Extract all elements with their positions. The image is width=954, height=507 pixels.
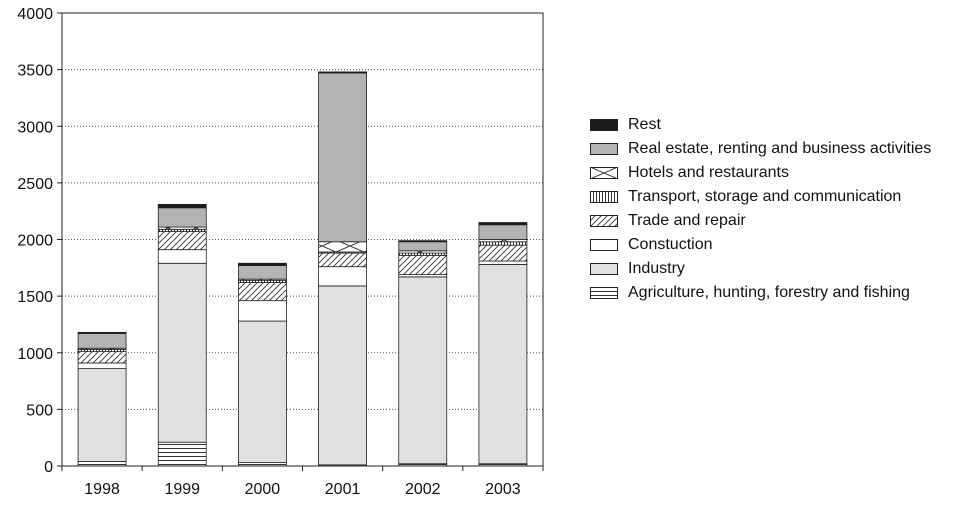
x-tick-label: 2001 bbox=[325, 481, 361, 498]
bar-segment bbox=[478, 224, 528, 240]
legend-swatch bbox=[590, 167, 618, 179]
y-tick-label: 3000 bbox=[17, 119, 53, 136]
legend-label: Rest bbox=[628, 116, 661, 133]
bar-segment bbox=[318, 241, 367, 253]
y-tick-label: 1500 bbox=[17, 289, 53, 306]
legend-label: Trade and repair bbox=[628, 212, 746, 229]
bar-segment bbox=[478, 222, 528, 226]
bar-segment bbox=[77, 333, 127, 349]
bar-segment bbox=[77, 331, 127, 334]
bar-segment bbox=[238, 320, 287, 464]
x-tick-label: 2000 bbox=[245, 481, 281, 498]
bar-segment bbox=[157, 249, 207, 264]
y-tick-label: 2500 bbox=[17, 176, 53, 193]
bar-segment bbox=[238, 462, 287, 467]
legend-label: Industry bbox=[628, 260, 685, 277]
bar-segment bbox=[478, 244, 528, 262]
bar-segment bbox=[398, 240, 448, 243]
bar-segment bbox=[318, 285, 367, 466]
legend-swatch bbox=[590, 191, 618, 203]
legend-label: Real estate, renting and business activi… bbox=[628, 140, 932, 157]
legend-swatch bbox=[590, 263, 618, 275]
bar-segment bbox=[77, 461, 127, 467]
bar-segment bbox=[238, 265, 287, 280]
x-tick-label: 1998 bbox=[84, 481, 120, 498]
bar-segment bbox=[318, 71, 367, 74]
y-tick-label: 4000 bbox=[17, 6, 53, 23]
bar-segment bbox=[157, 207, 207, 228]
legend-item: Hotels and restaurants bbox=[590, 164, 954, 182]
axes: 1998 1999 2000 2001 2002 2003 0 500 1000 1500 2000… bbox=[17, 6, 544, 498]
bar-segment bbox=[238, 282, 287, 302]
bar-segment bbox=[478, 264, 528, 465]
bar-stack-2001 bbox=[318, 71, 367, 467]
legend-item: Industry bbox=[590, 260, 954, 278]
bar-segment bbox=[398, 241, 448, 252]
bar-segment bbox=[478, 241, 528, 246]
legend-label: Transport, storage and communication bbox=[628, 188, 902, 205]
legend-swatch bbox=[590, 119, 618, 131]
gridlines bbox=[62, 12, 543, 410]
bar-segment bbox=[157, 441, 207, 467]
bar-segment bbox=[398, 254, 448, 276]
legend-label: Constuction bbox=[628, 236, 713, 253]
legend-item: Rest bbox=[590, 116, 954, 134]
bar-segment bbox=[318, 252, 367, 268]
bar-segment bbox=[318, 72, 367, 243]
y-tick-label: 1000 bbox=[17, 346, 53, 363]
bar-stack-2003 bbox=[478, 222, 528, 467]
legend-item: Agriculture, hunting, forestry and fishi… bbox=[590, 284, 954, 302]
bar-segment bbox=[77, 351, 127, 364]
bars bbox=[77, 71, 528, 467]
legend-item: Real estate, renting and business activi… bbox=[590, 140, 954, 158]
bar-segment bbox=[398, 276, 448, 465]
legend-item: Transport, storage and communication bbox=[590, 188, 954, 206]
bar-segment bbox=[318, 266, 367, 287]
y-tick-label: 500 bbox=[26, 402, 53, 419]
bar-segment bbox=[238, 262, 287, 266]
legend-item: Trade and repair bbox=[590, 212, 954, 230]
bar-segment bbox=[77, 368, 127, 462]
legend-swatch bbox=[590, 215, 618, 227]
bar-stack-1998 bbox=[77, 331, 127, 467]
x-tick-label: 2003 bbox=[485, 481, 521, 498]
legend-item: Constuction bbox=[590, 236, 954, 254]
bar-segment bbox=[157, 262, 207, 443]
legend-label: Hotels and restaurants bbox=[628, 164, 789, 181]
x-tick-label: 2002 bbox=[405, 481, 441, 498]
y-tick-label: 3500 bbox=[17, 63, 53, 80]
legend-label: Agriculture, hunting, forestry and fishi… bbox=[628, 284, 910, 301]
bar-segment bbox=[238, 300, 287, 322]
bar-segment bbox=[157, 203, 207, 209]
bar-segment bbox=[478, 260, 528, 265]
bar-segment bbox=[157, 231, 207, 251]
legend-swatch bbox=[590, 287, 618, 299]
bar-stack-1999 bbox=[157, 203, 207, 467]
bar-segment bbox=[77, 362, 127, 370]
y-tick-label: 0 bbox=[44, 459, 53, 476]
legend-swatch bbox=[590, 239, 618, 251]
bar-stack-2002 bbox=[398, 240, 448, 467]
y-tick-label: 2000 bbox=[17, 233, 53, 250]
x-tick-label: 1999 bbox=[164, 481, 200, 498]
legend: Rest Real estate, renting and business ac… bbox=[590, 116, 954, 308]
bar-stack-2000 bbox=[238, 262, 287, 467]
legend-swatch bbox=[590, 143, 618, 155]
